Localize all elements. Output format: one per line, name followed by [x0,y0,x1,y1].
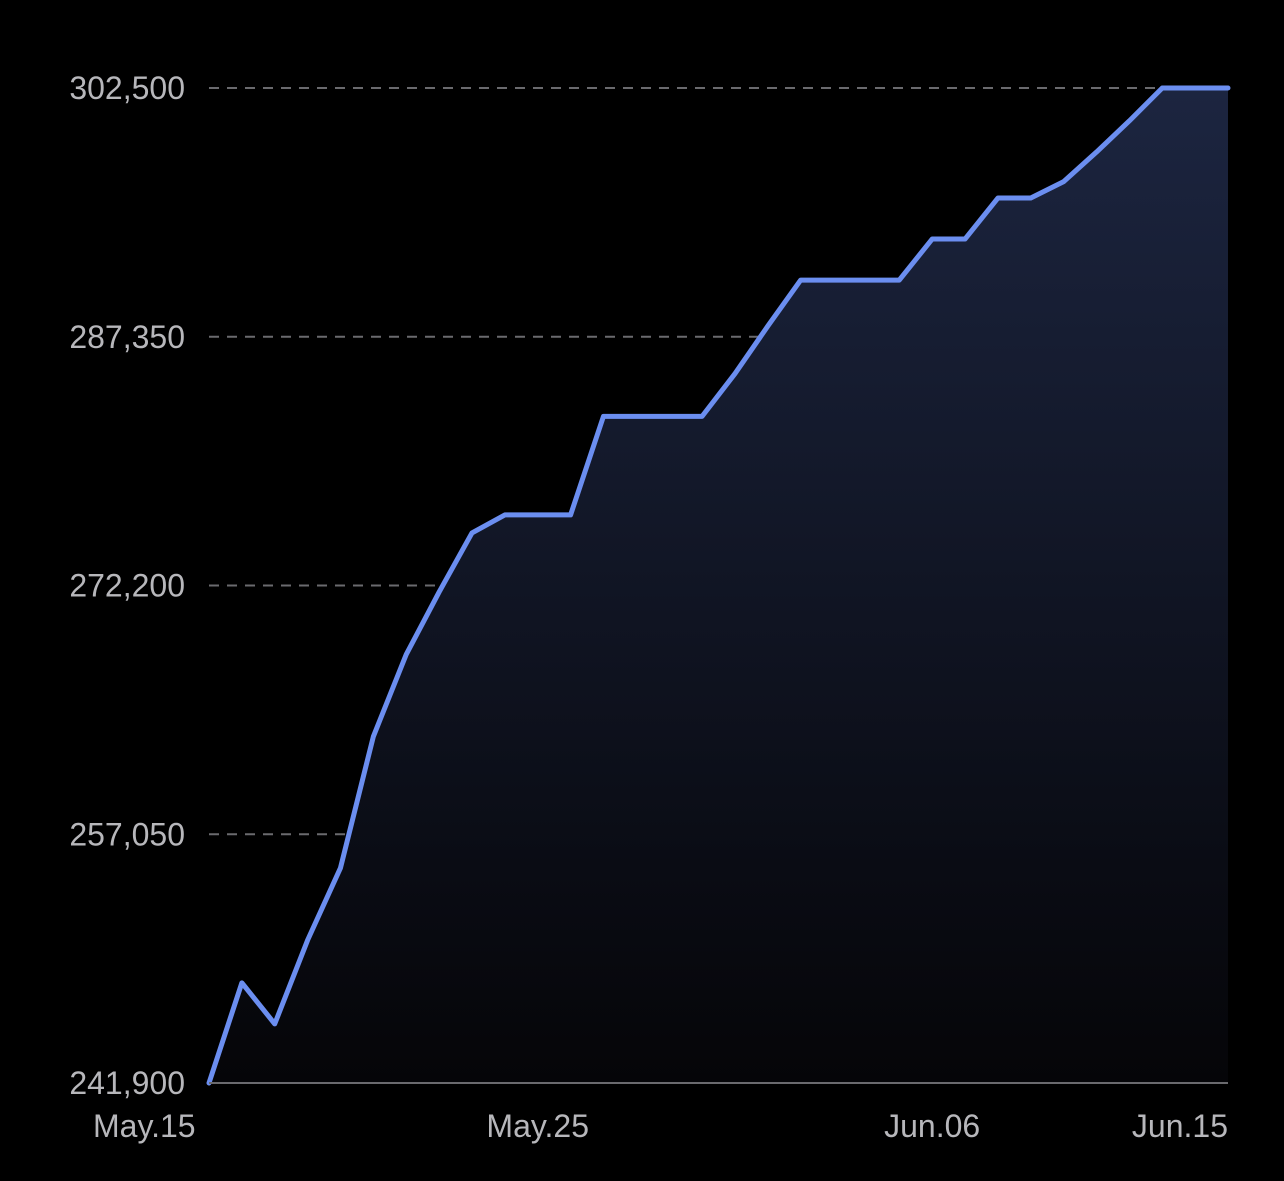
x-tick-labels: May.15 May.25 Jun.06 Jun.15 [93,1108,1228,1144]
y-tick-label: 257,050 [69,816,185,852]
x-tick-label: Jun.15 [1132,1108,1228,1144]
series-line-path [206,85,1231,1086]
area-fill-path [209,88,1228,1083]
y-tick-labels: 241,900 257,050 272,200 287,350 302,500 [69,70,185,1101]
x-tick-label: Jun.06 [884,1108,980,1144]
x-tick-label: May.15 [93,1108,196,1144]
area-fill [209,88,1228,1083]
series-line [206,85,1231,1086]
y-tick-label: 241,900 [69,1065,185,1101]
y-tick-label: 287,350 [69,319,185,355]
y-tick-label: 272,200 [69,568,185,604]
x-tick-label: May.25 [486,1108,589,1144]
y-tick-label: 302,500 [69,70,185,106]
